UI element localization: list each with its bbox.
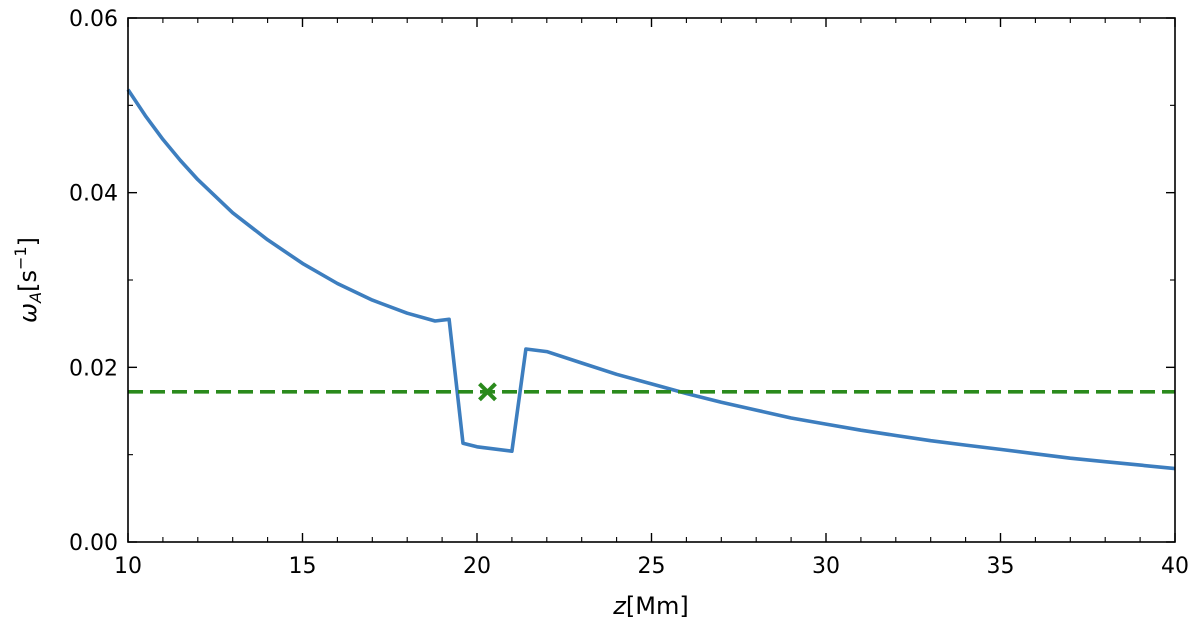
y-tick-label: 0.02 [69,356,118,381]
x-tick-label: 10 [114,554,142,579]
y-axis-label: ωA[s−1] [11,237,45,323]
y-axis-unit-close: ] [14,237,42,246]
x-tick-label: 40 [1161,554,1189,579]
marker-x-0 [478,382,497,402]
labels-layer: 10 15 20 25 30 35 40 0.00 0.02 0.04 0.06 [69,7,1189,579]
x-tick-label: 20 [463,554,491,579]
x-axis-var: z [612,592,627,620]
x-tick-label: 35 [987,554,1015,579]
series-line-0 [126,88,1176,471]
x-tick-label: 15 [289,554,317,579]
y-axis-sup: −1 [11,246,30,270]
ticks-layer [127,17,1176,543]
x-axis-label: z[Mm] [612,592,688,620]
x-tick-label: 30 [812,554,840,579]
y-tick-label: 0.00 [69,531,118,556]
y-tick-label: 0.06 [69,7,118,32]
x-axis-unit: [Mm] [626,592,689,620]
x-tick-label: 25 [638,554,666,579]
series-layer [126,88,1176,471]
plot-frame [127,17,1176,543]
y-tick-label: 0.04 [69,182,118,207]
y-axis-sub: A [26,292,45,304]
y-axis-unit-open: [s [14,270,42,292]
y-axis-var: ω [14,303,42,323]
